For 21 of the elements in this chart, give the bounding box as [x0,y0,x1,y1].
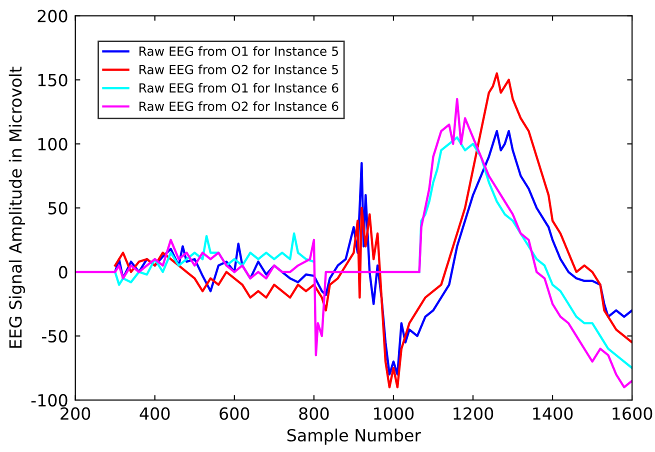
x-tick-label: 600 [220,407,250,420]
x-tick-label: 1000 [374,407,414,420]
x-axis-title: Sample Number [287,428,422,445]
y-tick-label: 150 [38,74,68,86]
y-tick-label: 50 [48,202,68,214]
y-axis-title: EEG Signal Amplitude in Microvolt [8,66,25,348]
y-tick-label: -100 [31,394,68,407]
y-tick-label: 200 [38,10,68,22]
y-tick-label: -50 [42,330,68,343]
y-tick-label: 100 [38,138,68,150]
legend-label: Raw EEG from O2 for Instance 5 [140,64,338,74]
x-tick-label: 1200 [454,407,494,420]
legend-label: Raw EEG from O2 for Instance 6 [140,101,338,111]
x-tick-label: 400 [140,407,170,420]
x-tick-label: 800 [299,407,329,420]
x-tick-label: 1600 [612,407,652,420]
x-tick-label: 1400 [533,407,573,420]
y-tick-label: 0 [58,266,68,279]
legend-label: Raw EEG from O1 for Instance 6 [140,82,338,93]
legend-label: Raw EEG from O1 for Instance 5 [140,46,338,56]
x-tick-label: 200 [60,407,90,420]
